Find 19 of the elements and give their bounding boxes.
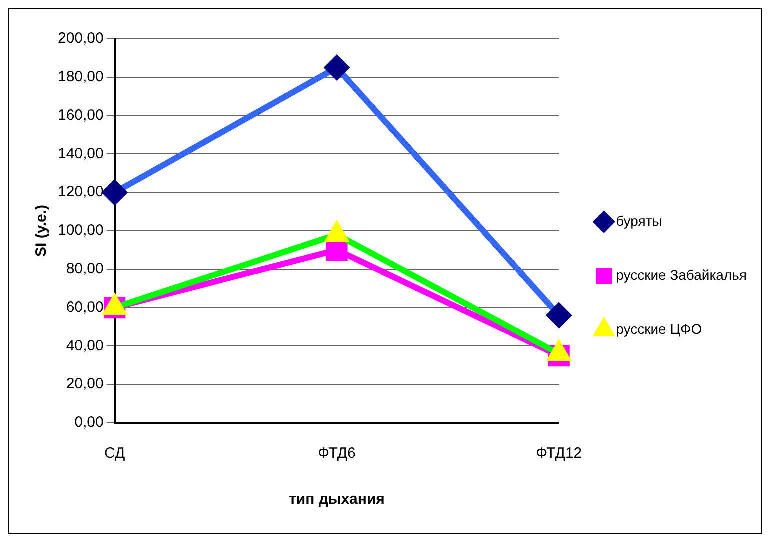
- legend-label: русские ЦФО: [616, 320, 702, 337]
- x-tick-label: ФТД12: [536, 445, 582, 462]
- y-tick-label: 120,00: [58, 184, 104, 201]
- y-tick-label: 80,00: [66, 260, 104, 278]
- y-tick-label: 100,00: [58, 222, 104, 240]
- y-tick-label: 160,00: [58, 106, 104, 124]
- y-tick-label: 140,00: [58, 145, 104, 162]
- y-tick-label: 0,00: [74, 414, 104, 432]
- y-tick-label: 40,00: [66, 337, 104, 354]
- y-tick-label: 180,00: [58, 68, 104, 86]
- y-tick-label: 60,00: [66, 298, 104, 316]
- legend-label: буряты: [616, 212, 662, 229]
- y-axis-title: SI (у.е.): [33, 204, 50, 258]
- legend-label: русские Забайкалья: [616, 266, 748, 283]
- y-tick-label: 20,00: [66, 376, 104, 393]
- y-tick-label: 200,00: [58, 30, 104, 48]
- x-tick-label: СД: [104, 445, 126, 462]
- x-axis-title: тип дыхания: [289, 491, 385, 508]
- x-tick-label: ФТД6: [318, 445, 356, 462]
